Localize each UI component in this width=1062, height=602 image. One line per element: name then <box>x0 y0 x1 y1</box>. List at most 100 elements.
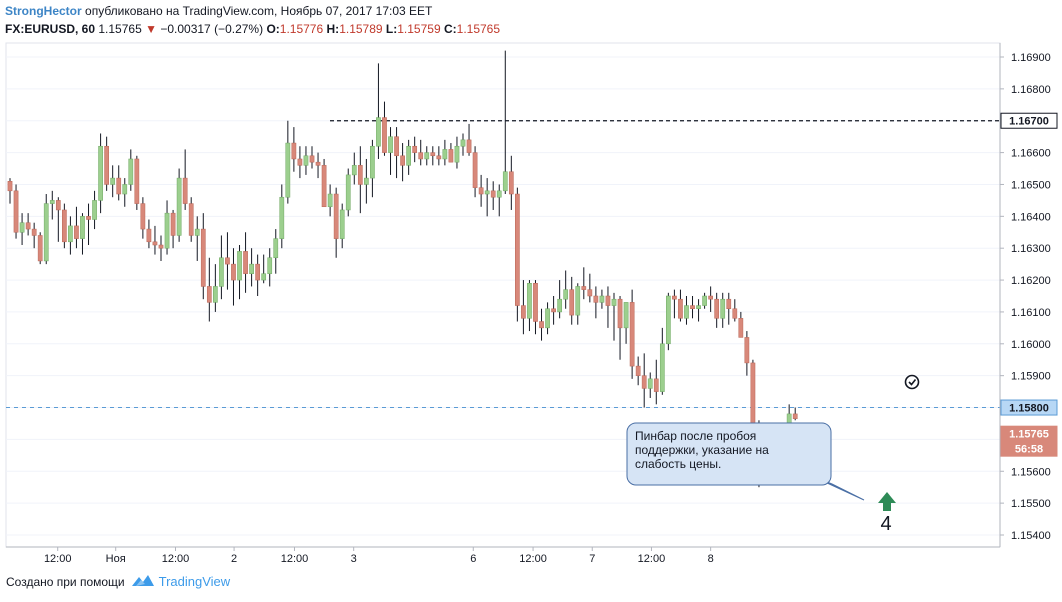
candle[interactable] <box>478 174 484 207</box>
candle[interactable] <box>539 308 544 341</box>
candle[interactable] <box>792 407 798 421</box>
candle[interactable] <box>370 139 375 198</box>
candle[interactable] <box>533 280 538 335</box>
candle[interactable] <box>19 213 25 246</box>
candle[interactable] <box>98 133 103 214</box>
candle[interactable] <box>442 139 448 166</box>
candle[interactable] <box>86 203 91 246</box>
candle[interactable] <box>569 276 575 325</box>
candle[interactable] <box>122 178 128 207</box>
candle[interactable] <box>460 133 466 156</box>
candle[interactable] <box>55 197 61 242</box>
candle[interactable] <box>635 356 641 386</box>
candle[interactable] <box>394 127 399 179</box>
candle[interactable] <box>339 203 345 249</box>
candle[interactable] <box>472 146 478 198</box>
candle[interactable] <box>557 280 562 319</box>
candle[interactable] <box>261 254 267 284</box>
candle[interactable] <box>448 143 454 163</box>
candle[interactable] <box>406 139 411 175</box>
candle[interactable] <box>623 302 629 344</box>
candle[interactable] <box>140 197 146 239</box>
candle[interactable] <box>430 146 436 166</box>
candle[interactable] <box>219 235 224 300</box>
candle[interactable] <box>666 292 671 351</box>
author-link[interactable]: StrongHector <box>5 4 82 18</box>
candle[interactable] <box>454 136 460 169</box>
candle[interactable] <box>200 213 206 300</box>
candle[interactable] <box>279 184 285 249</box>
candle[interactable] <box>321 158 327 208</box>
candle[interactable] <box>285 120 291 204</box>
candle[interactable] <box>43 194 49 265</box>
candle[interactable] <box>726 292 732 325</box>
candle[interactable] <box>345 168 351 217</box>
candle[interactable] <box>502 50 508 195</box>
candle[interactable] <box>170 209 176 249</box>
candle[interactable] <box>412 136 418 163</box>
candle[interactable] <box>182 149 188 210</box>
plot-area[interactable] <box>5 42 1001 548</box>
candle[interactable] <box>581 267 587 300</box>
candle[interactable] <box>641 353 647 408</box>
candle[interactable] <box>400 143 405 182</box>
candle[interactable] <box>659 327 665 395</box>
candle[interactable] <box>508 155 514 210</box>
candle[interactable] <box>231 248 236 306</box>
candle[interactable] <box>303 146 309 175</box>
candle[interactable] <box>309 146 315 169</box>
candle[interactable] <box>357 146 363 214</box>
candle[interactable] <box>25 213 31 236</box>
candle[interactable] <box>436 146 442 166</box>
candle[interactable] <box>213 264 218 312</box>
candle[interactable] <box>327 184 333 217</box>
candle[interactable] <box>466 123 472 156</box>
candle[interactable] <box>744 331 750 376</box>
candle[interactable] <box>74 206 79 249</box>
candle[interactable] <box>255 254 260 296</box>
candle[interactable] <box>351 152 357 185</box>
candle[interactable] <box>152 225 158 255</box>
candle[interactable] <box>515 187 520 322</box>
candle[interactable] <box>605 286 611 328</box>
candle[interactable] <box>206 257 212 322</box>
candle[interactable] <box>382 101 387 156</box>
candle[interactable] <box>418 139 424 166</box>
candle[interactable] <box>720 292 726 328</box>
candle[interactable] <box>249 248 254 287</box>
candle[interactable] <box>176 168 182 242</box>
candle[interactable] <box>116 165 122 201</box>
candle[interactable] <box>527 280 532 332</box>
candle[interactable] <box>672 289 677 319</box>
candle[interactable] <box>611 292 617 341</box>
candle[interactable] <box>68 216 73 255</box>
candle[interactable] <box>653 359 659 405</box>
candle[interactable] <box>708 286 713 312</box>
candle[interactable] <box>496 184 502 217</box>
candle[interactable] <box>702 292 707 309</box>
candle[interactable] <box>62 203 67 249</box>
candle[interactable] <box>273 229 279 274</box>
candle[interactable] <box>146 219 152 249</box>
candle[interactable] <box>13 184 19 239</box>
candle[interactable] <box>617 296 623 360</box>
symbol-name[interactable]: FX:EURUSD, 60 <box>5 22 96 36</box>
candle[interactable] <box>678 289 683 322</box>
candle[interactable] <box>521 280 526 335</box>
candle[interactable] <box>158 235 164 261</box>
candle[interactable] <box>575 283 581 325</box>
candle[interactable] <box>128 149 134 191</box>
candle[interactable] <box>110 165 116 198</box>
candle[interactable] <box>92 190 97 230</box>
candle[interactable] <box>376 63 381 159</box>
candle[interactable] <box>388 127 393 175</box>
candle[interactable] <box>134 155 140 210</box>
candle[interactable] <box>333 187 339 258</box>
candle[interactable] <box>364 158 369 204</box>
candle[interactable] <box>690 296 695 319</box>
candle[interactable] <box>484 178 490 217</box>
candle[interactable] <box>49 190 55 220</box>
candle[interactable] <box>315 152 321 179</box>
candle[interactable] <box>80 213 85 255</box>
